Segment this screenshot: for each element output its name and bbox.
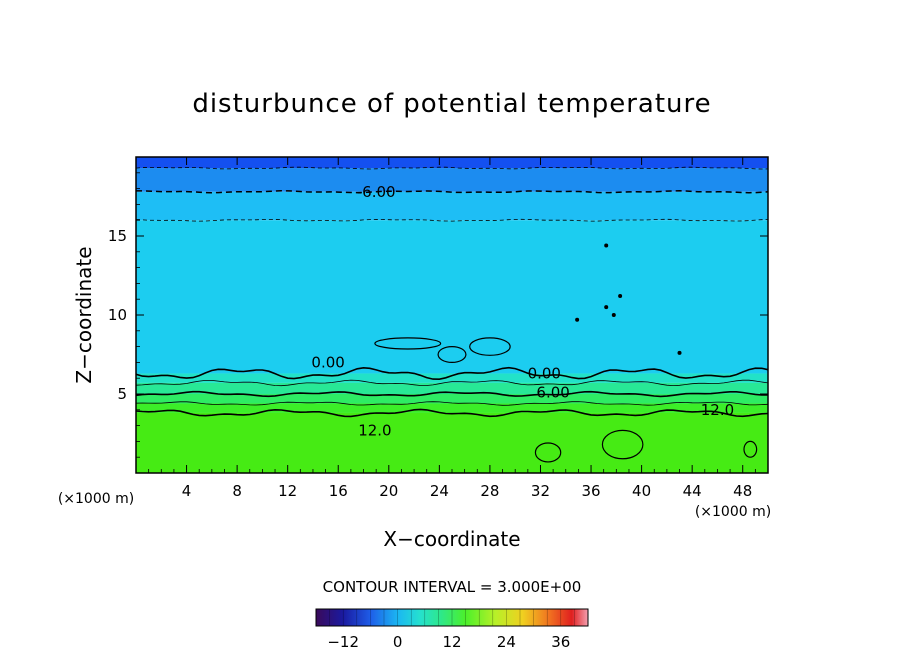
heatmap-layer (136, 220, 768, 374)
x-axis-unit: (×1000 m) (695, 504, 771, 520)
colorbar-ticks: −12 0 12 24 36 (315, 609, 589, 651)
contour-dot (611, 313, 616, 317)
x-tick-label: 8 (232, 482, 242, 500)
colorbar (315, 608, 589, 627)
contour-line (136, 379, 768, 387)
colorbar-tick-label: −12 (327, 633, 359, 651)
y-axis: 5 10 15 (108, 172, 768, 458)
x-tick-label: 44 (683, 482, 702, 500)
x-tick-label: 36 (581, 482, 600, 500)
contour-label: 0.00 (528, 364, 561, 382)
heatmap-layer (136, 168, 768, 192)
colorbar-tick-label: 12 (442, 633, 461, 651)
x-tick-label: 48 (733, 482, 752, 500)
contour-lines (136, 166, 768, 418)
colorbar-tick-label: 24 (497, 633, 516, 651)
x-tick-label: 32 (531, 482, 550, 500)
colorbar-tick-label: 36 (551, 633, 570, 651)
contour-label: 12.0 (358, 421, 391, 439)
y-tick-label: 5 (117, 385, 127, 403)
plot-area (136, 157, 768, 473)
y-axis-unit: (×1000 m) (58, 491, 134, 507)
contour-label: 6.00 (536, 383, 569, 401)
contour-line (136, 408, 768, 418)
heatmap-layer (136, 373, 768, 383)
contour-island (534, 442, 562, 463)
heatmap-layer (136, 191, 768, 221)
contour-dot (575, 317, 580, 322)
x-tick-label: 24 (430, 482, 449, 500)
x-tick-label: 20 (379, 482, 398, 500)
contour-island (601, 429, 644, 460)
x-tick-label: 12 (278, 482, 297, 500)
contour-line (136, 390, 768, 398)
heatmap-layers (136, 157, 768, 473)
contour-interval-text: CONTOUR INTERVAL = 3.000E+00 (323, 578, 582, 596)
contour-line (136, 401, 768, 406)
heatmap-layer (136, 157, 768, 169)
x-tick-label: 4 (182, 482, 192, 500)
contour-island (469, 337, 511, 356)
contour-line (136, 190, 768, 194)
colorbar-tick-label: 0 (393, 633, 403, 651)
contour-label: 0.00 (311, 353, 344, 371)
y-tick-label: 10 (108, 306, 127, 324)
x-axis-label: X−coordinate (383, 527, 520, 551)
contour-label: -6.00 (357, 183, 396, 201)
contour-dot (604, 305, 609, 310)
contour-island (743, 440, 758, 458)
contour-dot (677, 350, 682, 355)
heatmap-layer (136, 382, 768, 394)
contour-line (136, 218, 768, 222)
contour-island (437, 346, 467, 364)
heatmap-layer (136, 394, 768, 404)
contour-islands (374, 243, 758, 463)
contour-line (136, 366, 768, 381)
contour-dot (618, 294, 623, 299)
y-tick-label: 15 (108, 227, 127, 245)
chart-title: disturbunce of potential temperature (192, 89, 711, 119)
contour-label: 12.0 (701, 401, 734, 419)
heatmap-layer (136, 412, 768, 473)
heatmap-layer (136, 403, 768, 413)
x-tick-label: 16 (329, 482, 348, 500)
contour-line (136, 166, 768, 170)
x-tick-label: 28 (480, 482, 499, 500)
contour-island (374, 337, 442, 350)
y-axis-label: Z−coordinate (72, 246, 96, 383)
contour-dot (604, 243, 609, 248)
x-tick-label: 40 (632, 482, 651, 500)
x-axis: 4 8 12 16 20 24 28 32 36 40 44 48 (148, 157, 756, 500)
